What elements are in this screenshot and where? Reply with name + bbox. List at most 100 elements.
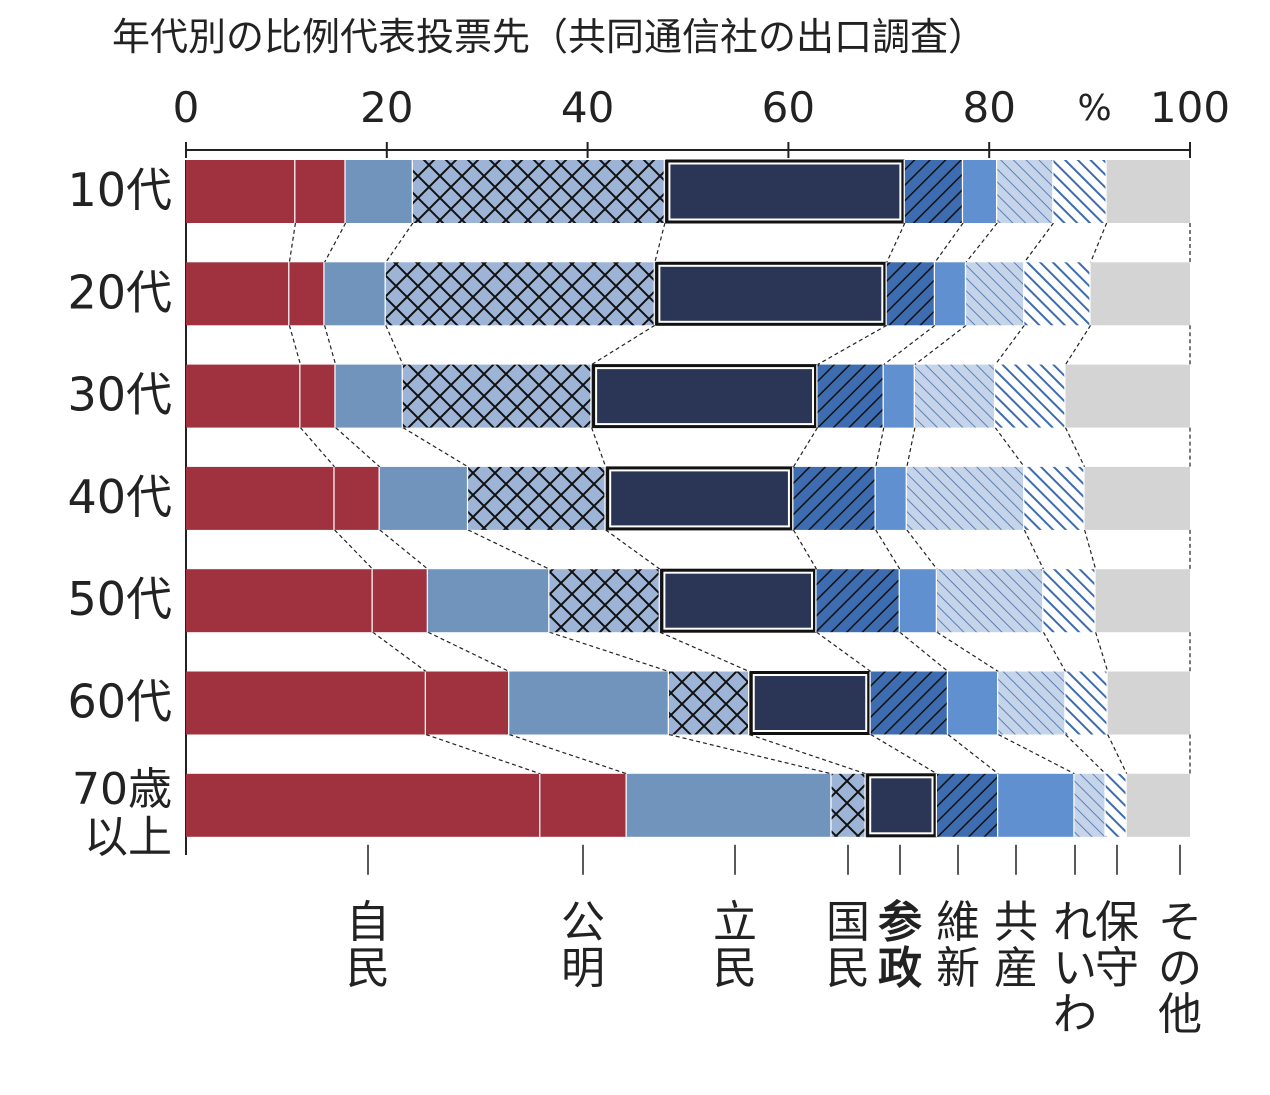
bar-segment (1074, 773, 1106, 837)
legend-label: 参 (878, 897, 922, 948)
connector-line (886, 222, 906, 263)
connector-line (994, 324, 1025, 365)
connector-line (883, 324, 936, 366)
connector-line (335, 427, 381, 468)
bar-segment (963, 160, 998, 223)
bar-segment (904, 160, 964, 223)
connector-line (509, 733, 627, 775)
connector-line (906, 529, 938, 570)
connector-line (605, 529, 661, 570)
bar-segment (425, 671, 510, 735)
bar-segment-emphasis-inner (662, 570, 815, 631)
bar-segment (1095, 569, 1190, 633)
connector-line (668, 733, 832, 775)
bar-segment (793, 466, 876, 530)
connector-line (385, 325, 404, 365)
category-label: 50代 (67, 572, 172, 626)
bar-segment (1084, 466, 1190, 530)
legend-label: 共 (994, 897, 1038, 948)
bar-segment (345, 160, 413, 223)
bar-segment (402, 364, 592, 428)
connector-line (817, 324, 888, 366)
bar-segment (289, 262, 325, 326)
bar-segment (659, 569, 817, 633)
legend-label: 民 (826, 943, 870, 994)
connector-line (792, 427, 819, 468)
connector-line (1090, 222, 1108, 263)
legend-label: 維 (936, 897, 980, 948)
connector-line (379, 529, 429, 570)
connector-line (288, 325, 302, 365)
connector-line (1064, 324, 1092, 365)
connector-line (934, 222, 964, 263)
bar-segment-emphasis-outline (660, 568, 817, 633)
bar-segment (385, 262, 655, 326)
bar-segment (998, 773, 1075, 837)
bar-segment (1043, 569, 1096, 633)
connector-line (816, 631, 872, 672)
bar-segment (817, 364, 884, 428)
bar-segment-emphasis-outline (606, 466, 793, 531)
bar-segment (186, 364, 301, 428)
bar-segment-emphasis-outline (592, 364, 818, 429)
connector-line (323, 325, 337, 365)
bar-segment-emphasis-outline (749, 671, 871, 735)
bar-segment (1024, 466, 1085, 530)
connector-line (1064, 427, 1086, 468)
bar-segment (1126, 773, 1190, 837)
bar-segment (186, 262, 290, 326)
bar-segment-emphasis-inner (608, 468, 791, 529)
connector-line (899, 631, 949, 672)
bar-segment (324, 262, 386, 326)
bar-segment (998, 671, 1066, 735)
legend-label: そ (1158, 897, 1202, 948)
legend-label: 産 (994, 943, 1038, 994)
bar-segment (1065, 671, 1108, 735)
bar-segment (1107, 671, 1190, 735)
connector-line (1042, 631, 1067, 672)
bar-segment-emphasis-outline (655, 261, 887, 326)
category-label: 70歳 (72, 764, 172, 815)
bar-segment-emphasis-outline (866, 773, 937, 838)
bar-segment (1065, 364, 1190, 428)
connector-line (914, 324, 967, 366)
x-tick-label: 80 (962, 83, 1015, 132)
connector-line (1023, 222, 1054, 263)
bar-segment (412, 160, 665, 223)
category-label: 30代 (67, 368, 172, 422)
connector-line (425, 733, 541, 775)
connector-line (1023, 529, 1044, 570)
x-tick-label: 100 (1150, 83, 1230, 132)
bar-segment (936, 773, 999, 837)
x-tick-label: 0 (173, 83, 200, 132)
connector-line (1084, 529, 1097, 570)
bar-segment (654, 262, 887, 326)
bar-segment (997, 160, 1054, 223)
connector-line (385, 222, 414, 263)
legend-label: れ (1053, 897, 1097, 948)
bar-segment (865, 773, 937, 837)
bar-segment (668, 671, 750, 735)
bar-segment (379, 466, 469, 530)
bar-segment (966, 262, 1025, 326)
connector-line (1107, 734, 1128, 775)
bar-segment-emphasis-outline (665, 159, 905, 224)
connector-line (288, 222, 297, 263)
connector-line (427, 631, 510, 673)
legend-label: 国 (826, 897, 870, 948)
x-tick-label: 60 (762, 83, 815, 132)
connector-line (300, 427, 336, 468)
legend-label: 守 (1095, 943, 1139, 994)
bar-segment (334, 466, 380, 530)
bar-segment-emphasis-inner (657, 263, 885, 324)
legend-label: 他 (1158, 989, 1202, 1040)
legend-label: 政 (878, 943, 922, 994)
category-label: 10代 (67, 163, 172, 217)
connector-line (402, 427, 469, 468)
bar-segment (591, 364, 818, 428)
connector-line (1065, 734, 1107, 775)
bar-segment (886, 262, 935, 326)
category-label: 以上 (84, 812, 172, 863)
bar-segment (186, 671, 426, 735)
